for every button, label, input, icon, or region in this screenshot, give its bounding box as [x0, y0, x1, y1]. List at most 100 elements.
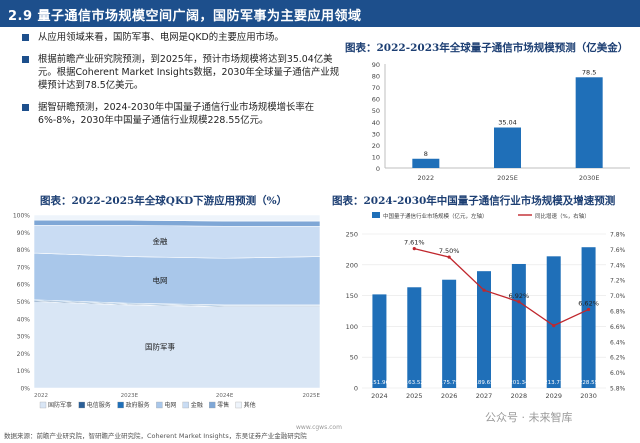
legend-swatch — [235, 401, 242, 409]
bullet-square-icon — [22, 104, 29, 111]
y2-tick-label: 6.0% — [610, 370, 626, 377]
china-market-combo-chart: 0 50 100 150 200 250 5.8% 6.0% 6.2% 6.4% 6.6% 6.8% 7… — [346, 212, 626, 400]
growth-label: 7.50% — [439, 247, 460, 255]
x-tick-label: 2029 — [545, 392, 562, 400]
bar — [546, 256, 561, 388]
x-tick-label: 2026 — [441, 392, 458, 400]
area-series — [33, 214, 321, 222]
bar-value-label: 175.79 — [440, 380, 460, 386]
watermark: 公众号 · 未来智库 — [485, 411, 573, 424]
area-label: 金融 — [153, 236, 168, 246]
bar-value-label: 151.96 — [370, 380, 390, 386]
y-tick-label: 100 — [346, 323, 358, 331]
y-tick-label: 40% — [17, 316, 31, 323]
y-tick-label: 60 — [372, 96, 380, 104]
growth-point — [586, 307, 591, 312]
bullet-list: 从应用领域来看，国防军事、电网是QKD的主要应用市场。 根据前瞻产业研究院预测，… — [22, 31, 342, 136]
growth-label: 6.92% — [509, 292, 530, 300]
bar — [575, 77, 603, 168]
bullet-item: 从应用领域来看，国防军事、电网是QKD的主要应用市场。 — [22, 31, 342, 44]
bar — [581, 247, 596, 388]
y2-tick-label: 7.8% — [610, 232, 626, 239]
legend-label: 电信服务 — [87, 401, 111, 409]
y-tick-label: 250 — [346, 231, 358, 239]
y-tick-label: 30 — [372, 130, 380, 138]
global-market-bar-chart: 0 10 20 30 40 50 60 70 80 90 8 2022 35.04 2025E 78.5 20… — [372, 61, 630, 182]
x-tick-label: 2030E — [579, 174, 600, 182]
legend-swatch — [156, 401, 163, 409]
y-tick-label: 0 — [354, 385, 358, 393]
y-tick-label: 90% — [17, 230, 31, 237]
legend-label: 国防军事 — [48, 401, 72, 409]
y-tick-label: 10% — [17, 368, 31, 375]
y-tick-label: 90 — [372, 61, 380, 69]
legend-swatch — [117, 401, 124, 409]
x-tick-label: 2028 — [511, 392, 528, 400]
growth-point — [552, 324, 556, 328]
bar-value-label: 201.34 — [509, 380, 529, 386]
bar-value-label: 228.55 — [579, 380, 599, 386]
bullet-text: 从应用领域来看，国防军事、电网是QKD的主要应用市场。 — [38, 32, 284, 43]
bar — [442, 279, 457, 388]
legend-swatch — [78, 401, 85, 409]
area-series — [33, 225, 321, 259]
y-tick-label: 100% — [13, 213, 30, 220]
data-label: 78.5 — [582, 68, 596, 76]
chart3-caption: 图表：2024-2030年中国量子通信行业市场规模及增速预测 — [332, 195, 616, 207]
title-bar: 2.9 量子通信市场规模空间广阔，国防军事为主要应用领域 — [0, 0, 640, 27]
bullet-square-icon — [22, 34, 29, 41]
growth-point — [412, 247, 416, 251]
x-tick-label: 2023E — [121, 393, 139, 399]
y2-tick-label: 7.6% — [610, 247, 626, 254]
bar — [494, 127, 521, 168]
y-tick-label: 10 — [372, 153, 380, 161]
page-title: 2.9 量子通信市场规模空间广阔，国防军事为主要应用领域 — [8, 9, 362, 24]
x-tick-label: 2025 — [406, 392, 423, 400]
bar — [477, 271, 491, 388]
growth-line — [414, 247, 589, 327]
bar — [372, 294, 387, 388]
y-tick-label: 80% — [17, 247, 31, 254]
y2-tick-label: 5.8% — [610, 386, 626, 393]
y-tick-label: 70 — [372, 84, 380, 92]
y2-tick-label: 6.4% — [610, 339, 626, 346]
bullet-item: 根据前瞻产业研究院预测，到2025年，预计市场规模将达到35.04亿美元。根据C… — [22, 53, 342, 92]
bar — [511, 263, 526, 388]
y-tick-label: 150 — [346, 292, 358, 300]
growth-point — [447, 255, 451, 259]
y-tick-label: 60% — [17, 282, 31, 289]
y-tick-label: 20% — [17, 351, 31, 358]
area-series — [33, 252, 321, 306]
y2-tick-label: 6.8% — [610, 309, 626, 316]
x-tick-label: 2025E — [497, 174, 518, 182]
bullet-square-icon — [22, 56, 29, 63]
y-tick-label: 70% — [17, 264, 31, 271]
x-tick-label: 2027 — [476, 392, 493, 400]
x-tick-label: 2022 — [418, 174, 435, 182]
legend-swatch — [39, 401, 47, 409]
y-tick-label: 50% — [17, 299, 31, 306]
site-url: www.cgws.com — [296, 424, 342, 431]
x-tick-label: 2024 — [371, 392, 388, 400]
area-label: 电网 — [153, 275, 168, 285]
y2-tick-label: 7.4% — [610, 262, 626, 269]
bullet-text: 根据前瞻产业研究院预测，到2025年，预计市场规模将达到35.04亿美元。根据C… — [38, 54, 340, 91]
bar-value-label: 189.65 — [474, 380, 494, 386]
data-label: 8 — [424, 150, 428, 158]
qkd-application-area-chart: 0% 10% 20% 30% 40% 50% 60% 70% 80% 90% 100% 2022 202… — [13, 213, 321, 410]
area-label: 国防军事 — [145, 341, 175, 351]
y-tick-label: 0% — [20, 386, 30, 393]
legend-swatch — [182, 401, 189, 409]
y-tick-label: 50 — [372, 107, 380, 115]
source-footer: 数据来源：前瞻产业研究院，智研瞻产业研究院，Coherent Market In… — [4, 432, 307, 440]
growth-point — [517, 300, 521, 304]
legend-swatch — [209, 401, 216, 409]
chart1-caption: 图表：2022-2023年全球量子通信市场规模预测（亿美金） — [345, 42, 629, 54]
y2-tick-label: 7.0% — [610, 293, 626, 300]
y-tick-label: 50 — [350, 354, 358, 362]
bar-value-label: 213.77 — [544, 380, 564, 386]
x-tick-label: 2025E — [303, 393, 321, 399]
growth-label: 6.62% — [578, 299, 599, 307]
area-series — [33, 301, 321, 389]
y-tick-label: 0 — [376, 165, 380, 173]
